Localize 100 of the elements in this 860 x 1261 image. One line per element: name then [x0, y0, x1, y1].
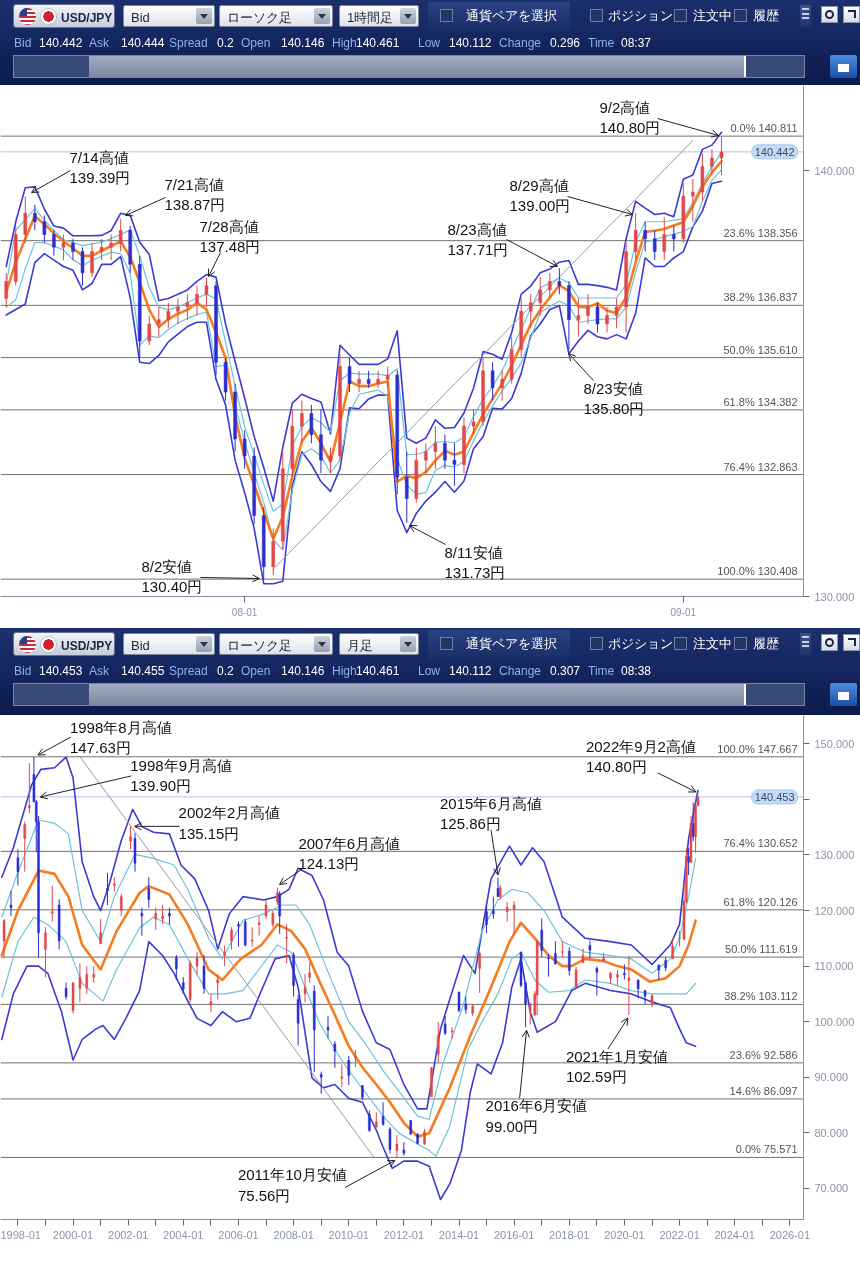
candlestick — [78, 962, 82, 1003]
candlestick — [554, 940, 557, 965]
candlestick — [308, 962, 311, 984]
candlestick — [85, 965, 89, 995]
text: 140.461 — [356, 663, 400, 680]
text: 通貨ペアを選択 — [466, 7, 557, 25]
candlestick — [90, 242, 94, 278]
line-series — [0, 869, 697, 1138]
candlestick — [710, 148, 714, 176]
text: 通貨ペアを選択 — [466, 635, 557, 653]
text: 140.112 — [449, 663, 492, 680]
text: 140.461 — [356, 35, 400, 52]
candlestick — [309, 404, 314, 444]
candlestick — [61, 234, 66, 261]
candlestick — [652, 229, 657, 261]
candlestick — [385, 366, 390, 389]
candlestick — [588, 940, 592, 959]
chart-title: USD/JPY — [61, 10, 113, 27]
candlestick — [492, 896, 495, 920]
x-tick-label: 2024-01 — [714, 1228, 755, 1241]
x-tick-label: 2008-01 — [273, 1228, 314, 1241]
candlestick — [223, 945, 226, 967]
candlestick — [99, 918, 102, 945]
annotation: 2021年1月安値 102.59円 — [565, 1048, 668, 1086]
ref-line-label: 61.8% 134.382 — [723, 395, 798, 408]
y-tick-label: 120.000 — [814, 904, 855, 917]
candlestick — [395, 1134, 399, 1158]
candlestick — [99, 238, 104, 261]
candlestick — [44, 926, 47, 978]
candlestick — [120, 893, 123, 917]
text: Time — [588, 35, 615, 52]
text: ポジション — [608, 635, 673, 653]
candlestick — [242, 429, 247, 470]
candlestick — [490, 361, 495, 402]
y-tick-label: 130.000 — [814, 590, 855, 603]
candlestick — [605, 306, 609, 333]
candlestick — [627, 956, 631, 1016]
x-tick-label: 2012-01 — [383, 1228, 425, 1241]
candlestick — [333, 1040, 337, 1069]
button: USD/JPY — [13, 4, 115, 28]
candlestick — [671, 939, 674, 960]
candlestick — [202, 954, 206, 995]
y-tick-label: 70.000 — [814, 1182, 849, 1195]
candlestick — [244, 918, 247, 948]
annotation: 2007年6月高値 124.13円 — [298, 834, 401, 872]
annotation: 7/21高値 138.87円 — [164, 175, 226, 213]
candlestick — [595, 966, 599, 997]
candlestick — [719, 136, 724, 176]
y-tick-label: 130.000 — [814, 848, 855, 861]
candlestick — [23, 821, 26, 873]
candlestick — [557, 267, 562, 295]
candlestick — [176, 297, 180, 325]
candlestick — [576, 297, 581, 338]
candlestick — [485, 905, 488, 934]
ref-line-label: 100.0% 147.667 — [717, 742, 798, 755]
x-tick-label: 1998-01 — [0, 1228, 41, 1241]
x-tick-label: 2000-01 — [52, 1228, 94, 1241]
candlestick — [368, 1110, 371, 1133]
ref-line-label: 50.0% 135.610 — [723, 343, 798, 356]
x-tick-label: 2014-01 — [438, 1228, 480, 1241]
y-tick-label: 90.000 — [814, 1071, 849, 1084]
candlestick — [195, 285, 199, 316]
y-tick-label: 110.000 — [814, 960, 854, 973]
candlestick — [23, 196, 28, 244]
candlestick — [157, 306, 161, 338]
candlestick — [471, 408, 476, 436]
text: 140.453 — [39, 663, 83, 680]
ref-line-label: 140.453 — [754, 790, 795, 803]
ref-line-label: 0.0% 75.571 — [735, 1143, 798, 1156]
annotation: 8/23安値 135.80円 — [583, 379, 645, 417]
text: 140.112 — [449, 35, 492, 52]
x-tick-label: 08-01 — [231, 606, 258, 618]
y-tick-label: 150.000 — [814, 737, 855, 750]
text: ポジション — [608, 7, 673, 25]
x-tick-label: 2004-01 — [163, 1228, 204, 1241]
candlestick — [643, 989, 647, 1005]
text: High — [332, 663, 357, 680]
candlestick — [581, 947, 585, 964]
candlestick — [118, 218, 123, 253]
candlestick — [250, 926, 254, 948]
x-tick-label: 2010-01 — [328, 1228, 369, 1241]
candlestick — [529, 293, 533, 329]
candlestick — [357, 370, 361, 393]
annotation: 9/2高値 140.80円 — [599, 98, 661, 136]
candlestick — [672, 225, 676, 253]
text: 注文中 — [693, 635, 732, 653]
candlestick — [433, 425, 438, 470]
text: 140.146 — [281, 35, 325, 52]
candlestick — [80, 246, 85, 287]
ref-line-label: 14.6% 86.097 — [729, 1084, 798, 1097]
line-series — [0, 940, 697, 1201]
candlestick — [285, 923, 288, 964]
text: Change — [499, 35, 542, 52]
text: Bid — [14, 35, 32, 52]
candlestick — [204, 277, 209, 308]
text: Low — [418, 35, 441, 52]
candlestick — [595, 302, 600, 333]
annotation: 1998年8月高値 147.63円 — [69, 719, 172, 757]
candlestick — [300, 400, 304, 444]
text: 0.2 — [217, 663, 234, 680]
